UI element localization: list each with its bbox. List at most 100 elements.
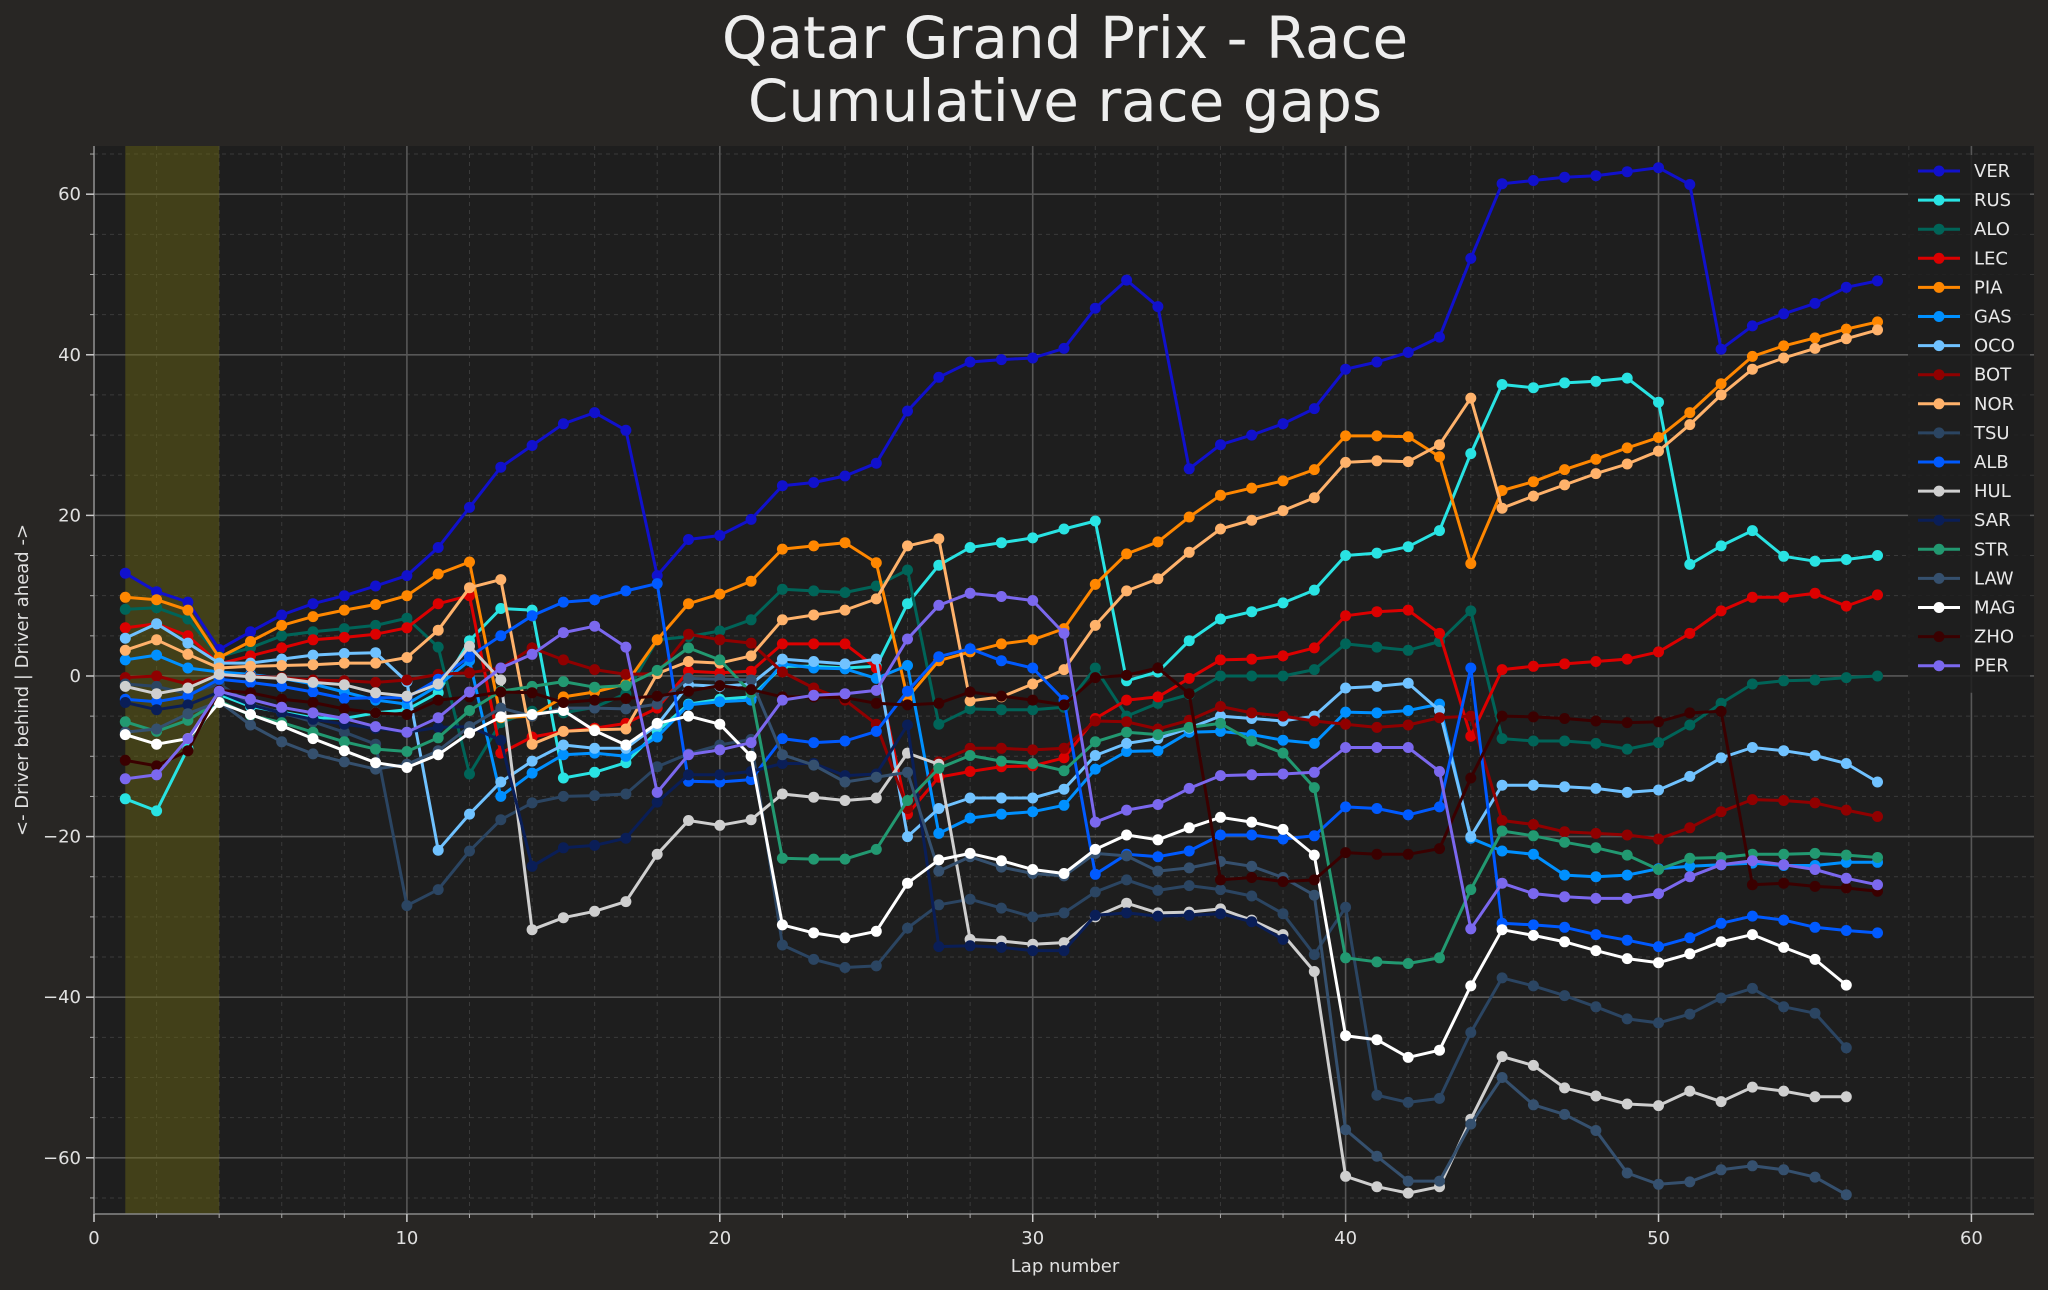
data-point [1527,779,1539,791]
data-point [526,687,538,699]
data-point [119,793,131,805]
legend-swatch-marker [1933,165,1945,177]
data-point [370,707,382,719]
data-point [276,736,288,748]
data-point [1465,923,1477,935]
legend-swatch-marker [1933,340,1945,352]
data-point [1590,453,1602,465]
data-point [307,649,319,661]
data-point [1371,742,1383,753]
data-point [1715,992,1727,1004]
data-point [464,651,475,663]
data-point [1183,511,1195,523]
data-point [1152,662,1164,674]
data-point [1809,847,1821,859]
data-point [1371,1150,1383,1162]
data-point [1277,505,1289,517]
series-zho [119,662,1883,897]
y-tick-label: 60 [58,184,81,205]
data-point [683,685,694,697]
data-point [1621,166,1633,178]
legend-label: RUS [1974,190,2011,211]
data-point [1746,363,1758,375]
series-pia [119,316,1883,724]
data-point [557,790,569,802]
data-point [182,733,194,745]
data-point [526,610,538,622]
data-point [1684,822,1696,834]
data-point [1308,464,1320,476]
data-point [1809,674,1821,686]
legend-swatch-marker [1933,572,1945,584]
data-point [1089,302,1101,314]
data-point [776,583,788,595]
data-point [839,795,851,806]
data-point [495,776,507,788]
data-point [808,656,820,667]
data-point [1496,733,1508,745]
data-point [1465,710,1477,722]
data-point [1058,627,1070,639]
data-point [370,676,382,688]
data-point [1340,363,1352,375]
legend-label: ALO [1974,219,2010,240]
data-point [1684,719,1696,731]
data-point [526,767,538,779]
data-point [401,622,413,634]
data-point [245,671,256,683]
data-point [495,662,507,674]
data-point [902,405,913,417]
data-point [151,760,163,772]
data-point [557,772,569,784]
data-point [714,769,726,781]
data-point [1559,713,1571,724]
data-point [1684,948,1696,960]
data-point [1121,694,1133,706]
legend-label: HUL [1974,481,2011,502]
data-point [495,461,507,473]
legend-item-zho: ZHO [1918,627,2014,648]
data-point [1246,829,1258,841]
data-point [557,418,569,430]
data-point [902,795,913,806]
data-point [245,660,256,672]
data-point [338,623,350,635]
data-point [1809,921,1821,933]
data-point [1089,816,1101,828]
data-point [1152,729,1164,741]
data-point [1340,847,1352,859]
data-point [1684,407,1696,419]
data-point [1809,750,1821,761]
data-point [1496,877,1508,889]
data-point [1121,585,1133,597]
data-point [119,773,131,785]
y-tick-label: 40 [58,345,81,366]
data-point [1746,910,1758,922]
legend-item-per: PER [1918,656,2009,677]
data-point [1183,845,1195,857]
data-point [307,626,319,638]
data-point [1277,734,1289,746]
y-tick-label: −40 [43,987,81,1008]
data-point [589,742,601,754]
data-point [1465,730,1477,742]
data-point [1027,945,1039,957]
data-point [1402,742,1414,753]
data-point [1746,855,1758,867]
data-point [1746,591,1758,603]
data-point [870,697,882,709]
data-point [995,638,1007,650]
data-point [1121,726,1133,738]
data-point [1089,619,1101,631]
data-point [1434,627,1445,639]
data-point [1778,745,1790,757]
data-point [776,733,788,745]
data-point [808,953,820,965]
data-point [1465,252,1477,264]
data-point [620,896,632,908]
data-point [557,739,569,751]
data-point [589,766,601,778]
data-point [1715,705,1727,717]
data-point [902,831,913,843]
data-point [1621,1167,1633,1179]
